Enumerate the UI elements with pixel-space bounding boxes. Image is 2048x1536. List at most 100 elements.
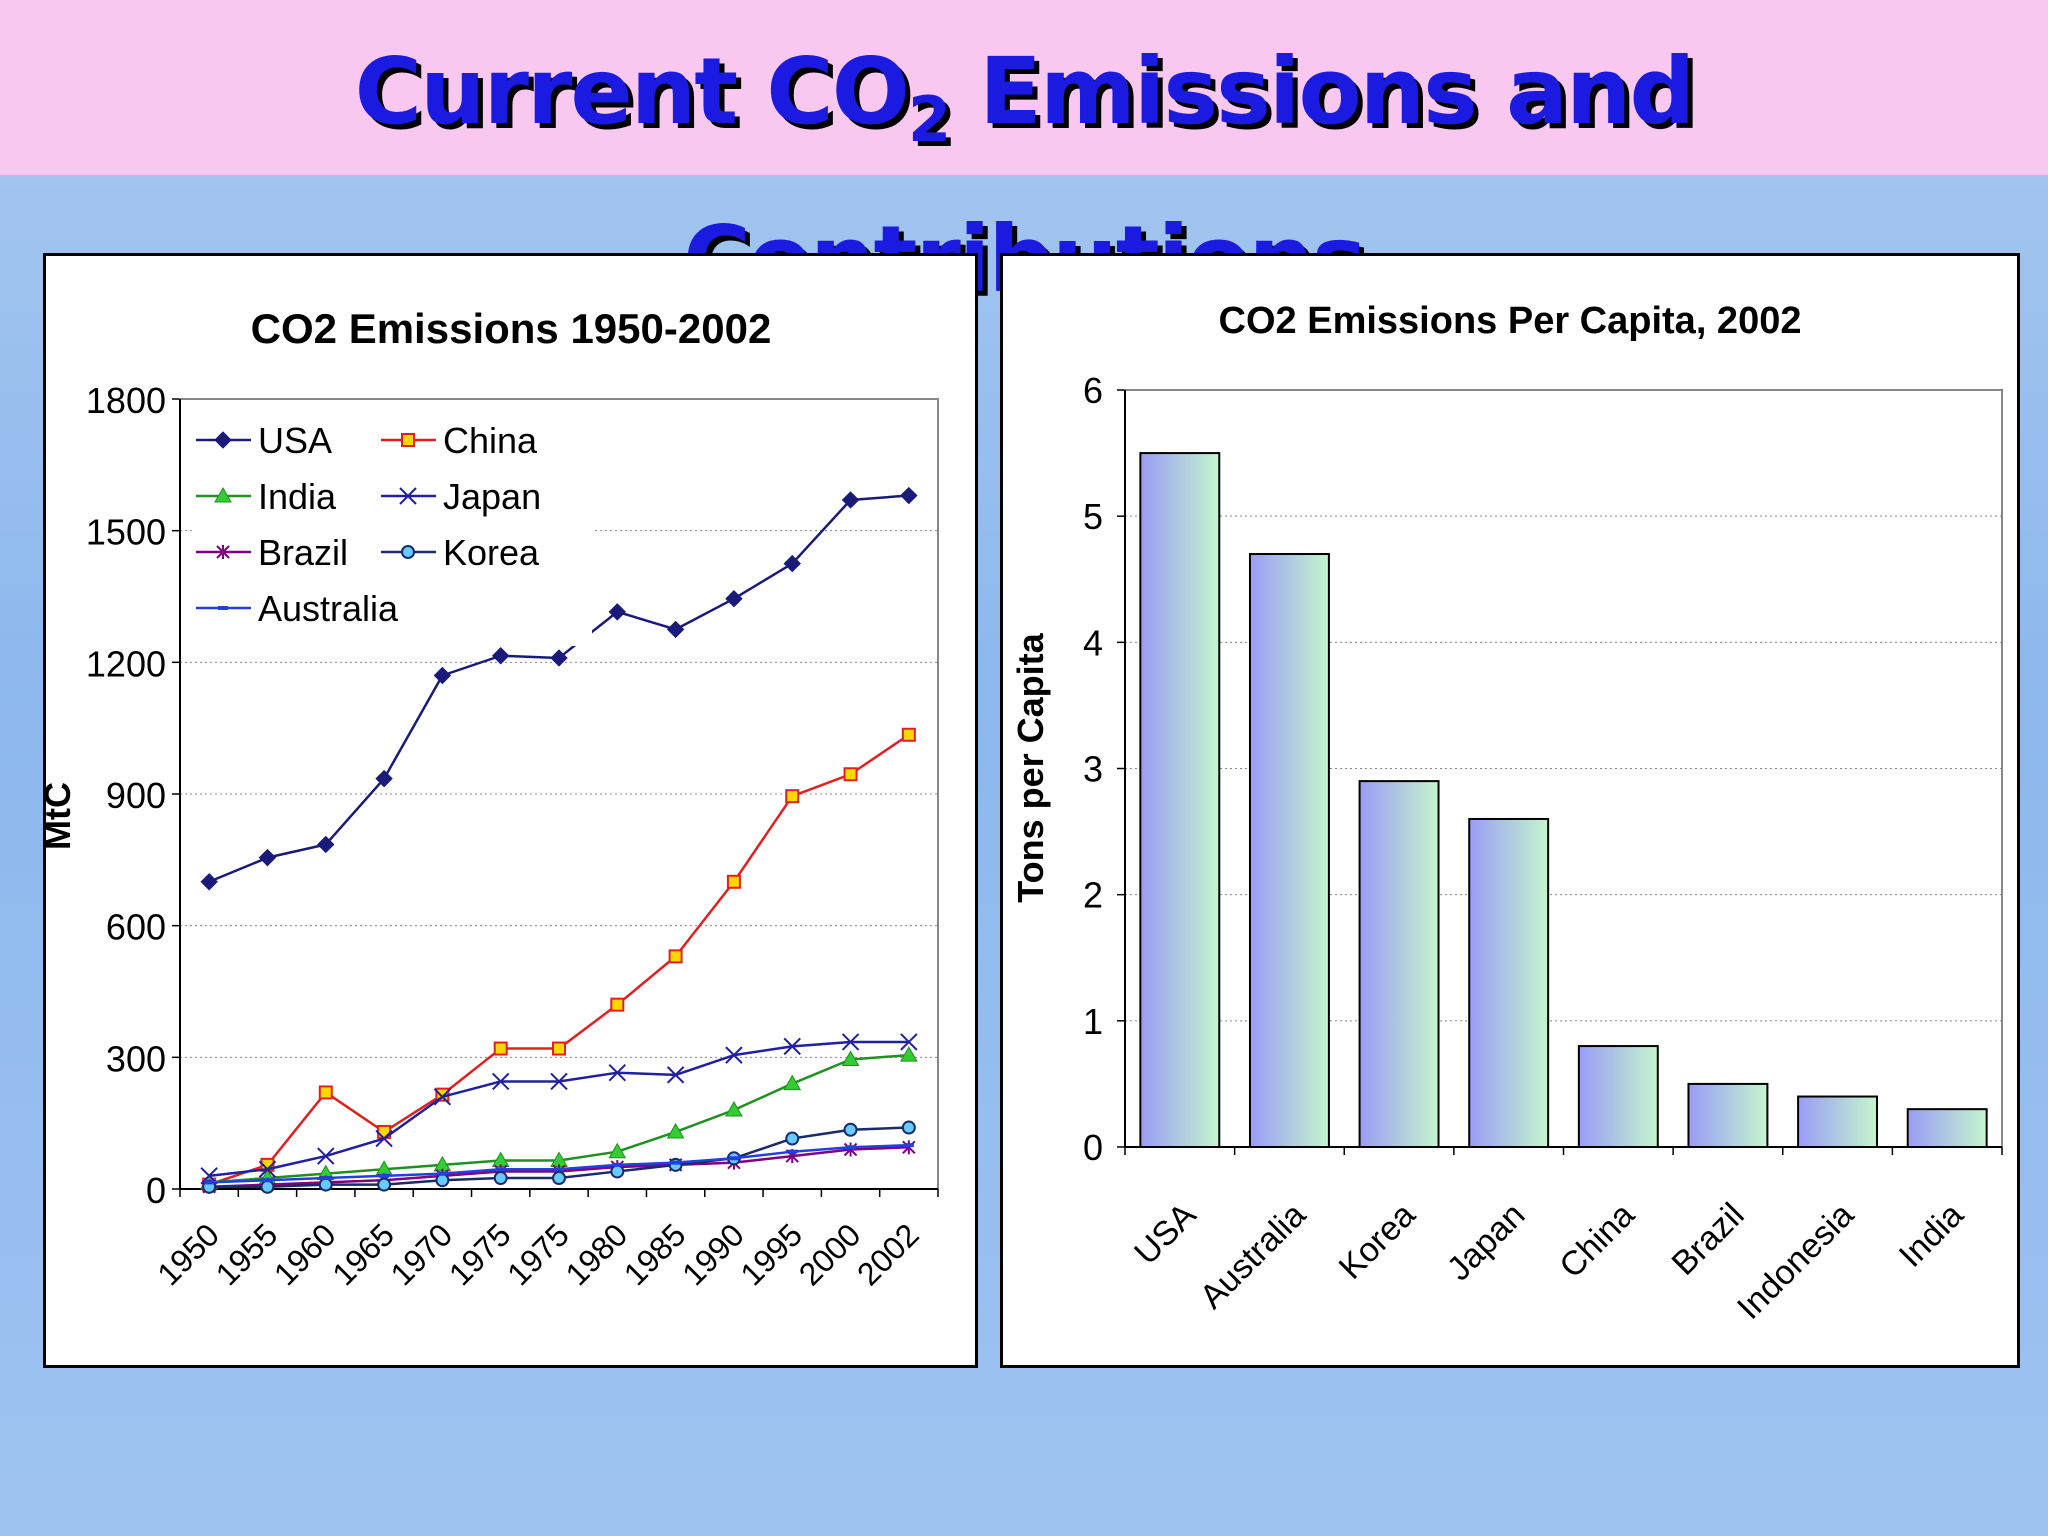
- data-point-china: [318, 1085, 333, 1100]
- series-australia: [204, 1143, 914, 1185]
- legend-label: Brazil: [258, 532, 348, 573]
- y-axis-label: Tons per Capita: [1010, 632, 1051, 902]
- data-point-usa: [608, 603, 627, 621]
- series-japan: [200, 1033, 918, 1185]
- bar-chart-title: CO2 Emissions Per Capita, 2002: [1219, 300, 1802, 342]
- legend-label: USA: [258, 420, 332, 461]
- series-china: [202, 727, 916, 1192]
- data-point-korea: [260, 1179, 275, 1194]
- legend-marker: [218, 606, 228, 610]
- data-point-australia: [437, 1171, 448, 1176]
- x-tick-label: 2000: [792, 1216, 868, 1292]
- y-tick-label: 5: [1083, 496, 1103, 537]
- data-point-australia: [379, 1173, 390, 1178]
- data-point-australia: [787, 1149, 798, 1154]
- bar-japan: [1468, 817, 1550, 1148]
- y-tick-label: 3: [1083, 749, 1103, 790]
- data-point-usa: [550, 649, 568, 667]
- data-point-india: [841, 1050, 860, 1067]
- data-point-china: [785, 789, 800, 804]
- marker-stroke: [666, 1066, 685, 1084]
- y-tick-label: 6: [1083, 370, 1103, 411]
- data-point-australia: [670, 1160, 681, 1165]
- bar-australia: [1248, 553, 1330, 1148]
- x-tick-label: 1955: [209, 1216, 285, 1292]
- legend-box: [192, 416, 592, 646]
- marker-stroke: [608, 1063, 627, 1082]
- x-tick-label: 2002: [850, 1216, 926, 1292]
- data-point-usa: [783, 554, 801, 573]
- x-tick-label: 1975: [500, 1216, 576, 1292]
- title-band: [0, 0, 2048, 175]
- bar-usa: [1139, 452, 1221, 1149]
- legend-item: Korea: [381, 532, 540, 573]
- x-tick-label: 1950: [150, 1216, 226, 1292]
- data-point-japan: [491, 1072, 510, 1091]
- data-point-china: [668, 949, 683, 964]
- x-tick-label: 1980: [558, 1216, 634, 1292]
- data-point-usa: [258, 848, 277, 867]
- data-point-australia: [495, 1167, 506, 1172]
- data-point-usa: [375, 769, 393, 788]
- data-point-japan: [666, 1066, 685, 1084]
- series-line-china: [208, 733, 910, 1186]
- x-tick-label: 1990: [675, 1216, 751, 1292]
- data-point-korea: [552, 1171, 566, 1186]
- title-text-main: Current CO: [354, 38, 910, 145]
- data-point-australia: [903, 1143, 914, 1148]
- x-tick-label: Korea: [1332, 1196, 1423, 1287]
- legend-label: Australia: [258, 588, 399, 629]
- data-point-korea: [668, 1157, 683, 1172]
- y-tick-label: 2: [1083, 875, 1103, 916]
- data-point-korea: [318, 1177, 333, 1192]
- y-tick-label: 0: [146, 1170, 166, 1211]
- y-tick-label: 0: [1083, 1127, 1103, 1168]
- legend-marker: [214, 486, 232, 503]
- data-point-korea: [377, 1177, 392, 1192]
- data-point-usa: [200, 873, 218, 891]
- title-subscript: 2: [907, 83, 951, 156]
- legend-marker: [216, 545, 230, 559]
- legend-marker: [401, 545, 415, 559]
- data-point-japan: [608, 1063, 627, 1082]
- x-tick-label: Australia: [1193, 1196, 1313, 1316]
- y-axis-label: MtC: [46, 782, 78, 850]
- data-point-usa: [491, 647, 510, 665]
- data-point-japan: [375, 1129, 393, 1148]
- x-tick-label: 1985: [617, 1216, 693, 1292]
- y-tick-label: 1800: [86, 380, 166, 421]
- marker-stroke: [491, 1072, 510, 1091]
- bar-brazil: [1687, 1082, 1769, 1149]
- legend-marker: [399, 487, 417, 505]
- legend-marker: [214, 431, 232, 449]
- data-point-usa: [900, 486, 918, 505]
- line-chart: CO2 Emissions 1950-2002 0 300 600 900 1200 150…: [37, 305, 939, 1292]
- marker-stroke: [900, 1033, 918, 1051]
- data-point-usa: [666, 620, 685, 639]
- legend-item: Japan: [381, 476, 541, 517]
- data-point-india: [899, 1046, 918, 1062]
- data-point-australia: [845, 1145, 856, 1150]
- y-tick-label: 1: [1083, 1001, 1103, 1042]
- data-point-australia: [728, 1156, 739, 1161]
- legend-item: Brazil: [196, 532, 348, 573]
- series-usa: [200, 486, 918, 891]
- marker-stroke: [258, 1160, 277, 1178]
- data-point-korea: [610, 1164, 625, 1179]
- data-point-usa: [317, 835, 335, 854]
- x-tick-label: Japan: [1440, 1196, 1532, 1288]
- y-tick-label: 900: [106, 775, 166, 816]
- data-point-india: [666, 1122, 685, 1139]
- x-tick-label: 1965: [325, 1216, 401, 1292]
- marker-stroke: [550, 1072, 568, 1091]
- y-tick-label: 300: [106, 1038, 166, 1079]
- data-point-japan: [841, 1033, 860, 1051]
- legend-item: Australia: [196, 588, 399, 629]
- bar-chart-panel: CO2 Emissions Per Capita, 2002 0 1 2 3 4 5 6 USA…: [1000, 253, 2020, 1368]
- data-point-japan: [433, 1088, 452, 1106]
- y-tick-label: 1200: [86, 643, 166, 684]
- marker-stroke: [725, 1046, 743, 1064]
- data-point-india: [725, 1100, 743, 1117]
- data-point-china: [843, 767, 858, 782]
- bar-indonesia: [1797, 1095, 1879, 1148]
